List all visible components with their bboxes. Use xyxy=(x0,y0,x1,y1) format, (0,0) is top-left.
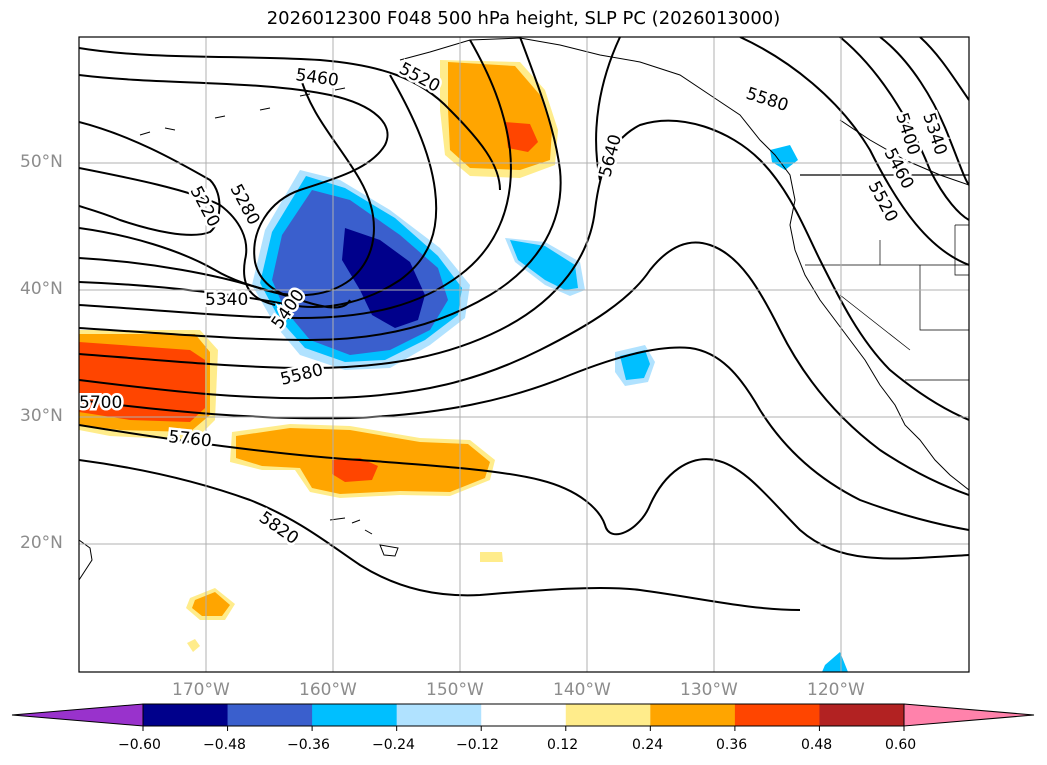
contour-label: 5700 xyxy=(79,393,122,413)
map-title: 2026012300 F048 500 hPa height, SLP PC (… xyxy=(266,8,781,29)
lon-label: 170°W xyxy=(172,680,230,700)
colorbar-tick-label: 0.24 xyxy=(632,737,664,753)
lat-label: 50°N xyxy=(20,152,63,172)
colorbar-extend-low xyxy=(11,703,144,727)
colorbar-tick-label: 0.48 xyxy=(801,737,833,753)
lat-label: 30°N xyxy=(20,406,63,426)
lon-label: 150°W xyxy=(426,680,484,700)
colorbar-extend-high xyxy=(903,703,1035,727)
colorbar-tick-label: 0.12 xyxy=(547,737,579,753)
colorbar-cell xyxy=(396,704,482,726)
colorbar-tick-label: −0.12 xyxy=(456,737,499,753)
colorbar-cell xyxy=(312,704,398,726)
lon-label: 160°W xyxy=(299,680,357,700)
map-area: 5460 5520 5580 5640 5400 5340 5460 5520 … xyxy=(79,37,969,672)
height-contours xyxy=(79,37,969,611)
colorbar-tick-label: 0.60 xyxy=(885,737,917,753)
lon-label: 130°W xyxy=(680,680,738,700)
lat-label: 20°N xyxy=(20,533,63,553)
colorbar-tick-label: −0.48 xyxy=(203,737,246,753)
colorbar-cell xyxy=(734,704,820,726)
colorbar xyxy=(11,703,1035,731)
colorbar-cell xyxy=(143,704,229,726)
colorbar-tick-label: −0.24 xyxy=(372,737,415,753)
contour-label: 5340 xyxy=(205,290,248,310)
graticule xyxy=(79,37,969,672)
map-frame xyxy=(78,36,970,673)
colorbar-cell xyxy=(650,704,736,726)
lat-label: 40°N xyxy=(20,279,63,299)
colorbar-cell xyxy=(819,704,905,726)
colorbar-cell xyxy=(565,704,651,726)
colorbar-tick-label: −0.60 xyxy=(118,737,161,753)
colorbar-cell xyxy=(227,704,313,726)
lon-label: 140°W xyxy=(553,680,611,700)
colorbar-cell xyxy=(481,704,567,726)
colorbar-tick-label: −0.36 xyxy=(287,737,330,753)
coastlines xyxy=(79,37,969,581)
colorbar-tick-label: 0.36 xyxy=(716,737,748,753)
lon-label: 120°W xyxy=(807,680,865,700)
